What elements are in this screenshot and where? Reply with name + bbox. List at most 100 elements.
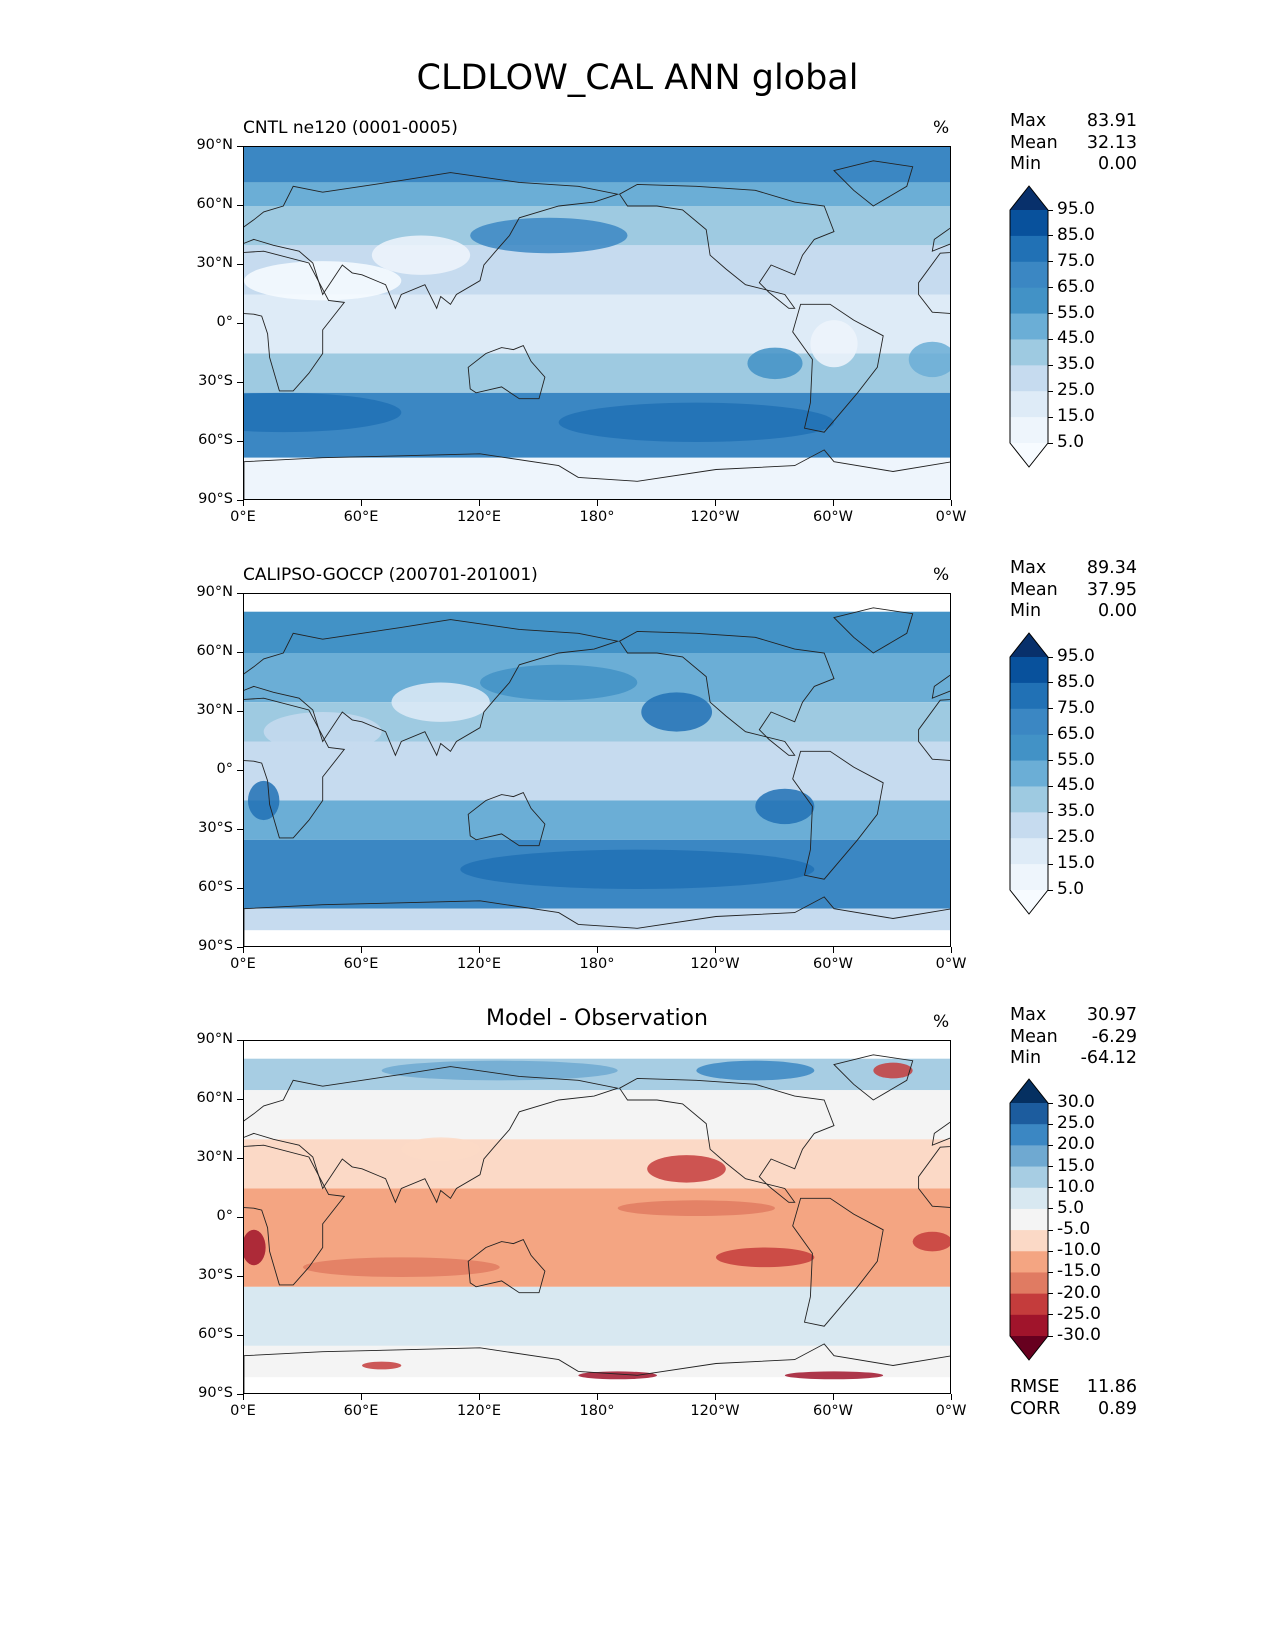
panel1-lon-tick xyxy=(478,500,480,506)
panel2-lat-label: 60°S xyxy=(198,879,233,895)
panel1-colorbar-label: 95.0 xyxy=(1057,199,1095,219)
panel1-lon-label: 120°W xyxy=(690,509,740,525)
panel3-colorbar-label: 25.0 xyxy=(1057,1113,1095,1134)
panel3-colorbar-label: -15.0 xyxy=(1057,1261,1101,1282)
panel2-colorbar-label: 5.0 xyxy=(1057,879,1085,899)
panel2-colorbar-label: 15.0 xyxy=(1057,853,1095,874)
panel3-stat-mean: Mean -6.29 xyxy=(1010,1027,1137,1049)
panel3-band-5 xyxy=(244,1286,950,1346)
panel2-lat-tick xyxy=(237,651,243,653)
panel3-lon-tick xyxy=(950,1394,952,1400)
panel2-lon-label: 120°E xyxy=(456,956,502,972)
panel2-band-5 xyxy=(244,800,950,840)
panel3-colorbar-segment xyxy=(1010,1272,1048,1295)
panel2-lat-tick xyxy=(237,946,243,948)
panel3-lon-label: 60°E xyxy=(343,1403,379,1419)
panel3-stat-mean-label: Mean xyxy=(1010,1026,1058,1047)
panel2-colorbar xyxy=(1009,632,1049,915)
panel1-colorbar-label: 45.0 xyxy=(1057,328,1095,349)
panel1-lat-tick xyxy=(237,263,243,265)
panel3-colorbar-tick xyxy=(1048,1166,1053,1168)
panel3-stat-max: Max 30.97 xyxy=(1010,1005,1137,1027)
metric-corr-label: CORR xyxy=(1010,1398,1061,1419)
panel2-lat-label: 0° xyxy=(216,761,233,777)
panel3-band-2 xyxy=(244,1090,950,1140)
panel2-lat-tick xyxy=(237,769,243,771)
panel2-colorbar-label: 35.0 xyxy=(1057,801,1095,822)
panel3-lon-label: 60°W xyxy=(812,1403,854,1419)
panel2-band-4 xyxy=(244,741,950,801)
panel1-lat-tick xyxy=(237,499,243,501)
panel1-region-1 xyxy=(747,347,803,380)
panel1-colorbar-tick xyxy=(1048,364,1053,366)
panel2-band-7 xyxy=(244,908,950,931)
panel1-colorbar-tick xyxy=(1048,416,1053,418)
panel1-colorbar-segment xyxy=(1010,287,1048,315)
panel3-lon-tick xyxy=(360,1394,362,1400)
panel2-northamerica-outline xyxy=(618,630,835,756)
panel1-colorbar xyxy=(1009,185,1049,468)
panel1-band-1 xyxy=(244,182,950,206)
panel1-lat-label: 60°N xyxy=(196,196,233,212)
panel2-map-svg xyxy=(244,594,950,946)
panel2-lon-tick xyxy=(714,947,716,953)
panel3-eurasia-outline xyxy=(244,1066,620,1204)
panel1-lat-label: 30°S xyxy=(198,373,233,389)
diff-metrics: RMSE 11.86 CORR 0.89 xyxy=(1010,1377,1137,1420)
panel3-colorbar-segment xyxy=(1010,1251,1048,1273)
figure-title: CLDLOW_CAL ANN global xyxy=(416,58,859,98)
panel3-band-3 xyxy=(244,1139,950,1189)
panel2-lon-tick xyxy=(596,947,598,953)
panel2-stat-mean: Mean 37.95 xyxy=(1010,580,1137,602)
panel2-colorbar-segment xyxy=(1010,864,1048,891)
panel3-colorbar-label: -5.0 xyxy=(1057,1219,1091,1240)
panel1-stat-min-value: 0.00 xyxy=(1098,154,1137,174)
panel2-stat-min: Min 0.00 xyxy=(1010,601,1137,623)
panel2-colorbar-label: 75.0 xyxy=(1057,697,1095,718)
panel2-stat-mean-label: Mean xyxy=(1010,579,1058,600)
panel1-lat-tick xyxy=(237,440,243,442)
panel2-colorbar-segment xyxy=(1010,657,1048,684)
panel2-colorbar-tick xyxy=(1048,863,1053,865)
panel2-lat-tick xyxy=(237,828,243,830)
panel3-colorbar-segment xyxy=(1010,1208,1048,1231)
panel3-stat-max-value: 30.97 xyxy=(1086,1005,1137,1025)
panel2-colorbar-tick xyxy=(1048,708,1053,710)
panel2-region-4 xyxy=(391,682,490,722)
panel2-stat-max-label: Max xyxy=(1010,558,1047,578)
panel3-stat-min-value: -64.12 xyxy=(1080,1048,1137,1068)
panel3-lat-tick xyxy=(237,1216,243,1218)
panel2-lon-label: 0°E xyxy=(230,956,256,972)
panel1-lon-tick xyxy=(360,500,362,506)
panel3-lat-label: 60°S xyxy=(198,1326,233,1342)
panel1-southamerica-outline xyxy=(792,303,884,433)
panel1-colorbar-wrap xyxy=(1008,184,1050,473)
panel3-title: Model - Observation xyxy=(486,1006,708,1031)
panel1-lat-label: 0° xyxy=(216,314,233,330)
panel1-band-0 xyxy=(244,147,950,183)
panel3-colorbar-tick xyxy=(1048,1271,1053,1273)
panel1-stat-mean-label: Mean xyxy=(1010,132,1058,153)
panel2-colorbar-tick xyxy=(1048,837,1053,839)
panel3-colorbar-segment xyxy=(1010,1314,1048,1337)
panel3-lat-tick xyxy=(237,1393,243,1395)
panel1-lat-tick xyxy=(237,322,243,324)
panel3-colorbar-tick xyxy=(1048,1229,1053,1231)
panel2-lat-label: 90°S xyxy=(198,938,233,954)
panel1-colorbar-label: 75.0 xyxy=(1057,250,1095,271)
panel1-lon-label: 120°E xyxy=(456,509,502,525)
panel3-colorbar-tick xyxy=(1048,1144,1053,1146)
panel1-colorbar-segment xyxy=(1010,339,1048,366)
panel3-lat-tick xyxy=(237,1275,243,1277)
panel3-map xyxy=(243,1040,951,1394)
panel2-colorbar-tick xyxy=(1048,811,1053,813)
metric-corr-value: 0.89 xyxy=(1098,1398,1137,1419)
panel1-stat-min-label: Min xyxy=(1010,154,1042,174)
panel1-lat-tick xyxy=(237,145,243,147)
panel1-eurasia-outline xyxy=(244,172,620,310)
panel2-colorbar-segment xyxy=(1010,838,1048,865)
panel1-colorbar-tick xyxy=(1048,235,1053,237)
panel3-colorbar-label: -25.0 xyxy=(1057,1303,1101,1324)
panel3-greenland-outline xyxy=(833,1054,914,1101)
panel2-africa-outline xyxy=(244,697,346,839)
